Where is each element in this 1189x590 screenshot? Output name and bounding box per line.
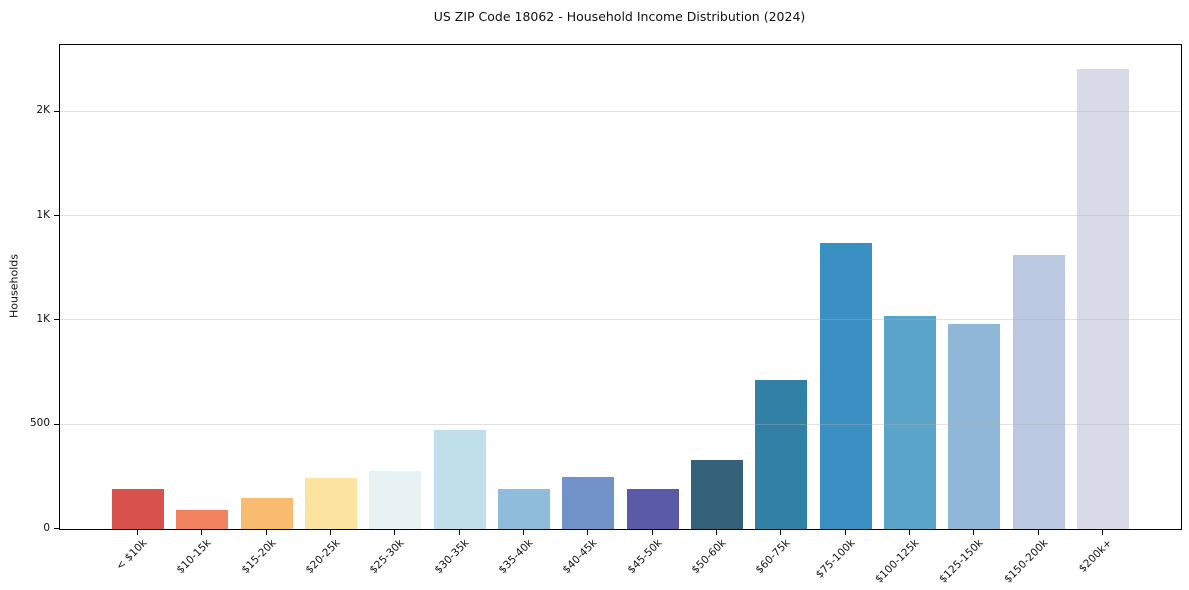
x-tick-label: $100-125k <box>872 537 922 586</box>
y-tick-mark <box>54 110 59 112</box>
y-tick-label: 500 <box>29 417 50 430</box>
gridline-1000 <box>60 319 1181 321</box>
gridline-2000 <box>60 110 1181 112</box>
x-tick-mark <box>201 530 203 535</box>
y-tick-label: 2K <box>36 104 50 117</box>
bar-< $10k <box>112 489 165 529</box>
y-tick-label: 1K <box>36 208 50 221</box>
x-tick-mark <box>651 530 653 535</box>
x-tick-mark <box>394 530 396 535</box>
gridline-500 <box>60 423 1181 425</box>
y-axis-title: Households <box>7 254 21 318</box>
x-tick-mark <box>780 530 782 535</box>
bar-$200k+ <box>1076 69 1129 529</box>
y-tick-label: 1K <box>36 312 50 325</box>
grid-layer <box>60 45 1181 529</box>
x-tick-label: $150-200k <box>1001 537 1051 586</box>
y-tick-mark <box>54 215 59 217</box>
x-tick-mark <box>844 530 846 535</box>
x-tick-mark <box>523 530 525 535</box>
x-tick-mark <box>1037 530 1039 535</box>
x-tick-label: $10-15k <box>174 537 214 577</box>
x-tick-mark <box>1101 530 1103 535</box>
bar-$30-35k <box>433 429 486 529</box>
bar-$10-15k <box>176 510 229 529</box>
bar-$50-60k <box>690 460 743 529</box>
x-tick-mark <box>587 530 589 535</box>
x-tick-label: $40-45k <box>560 537 600 577</box>
bar-$20-25k <box>305 477 358 529</box>
chart-title: US ZIP Code 18062 - Household Income Dis… <box>433 9 806 24</box>
x-tick-label: $50-60k <box>689 537 729 577</box>
bar-$60-75k <box>755 379 808 529</box>
bars-layer <box>60 45 1181 529</box>
x-tick-mark <box>908 530 910 535</box>
x-tick-label: $45-50k <box>625 537 665 577</box>
x-tick-label: $200k+ <box>1076 537 1115 575</box>
x-tick-mark <box>458 530 460 535</box>
bar-$40-45k <box>562 476 615 529</box>
x-tick-label: $20-25k <box>303 537 343 577</box>
y-tick-label: 0 <box>43 521 50 534</box>
bar-$15-20k <box>240 497 293 529</box>
x-tick-mark <box>265 530 267 535</box>
x-tick-mark <box>330 530 332 535</box>
bar-$125-150k <box>948 323 1001 529</box>
bar-$100-125k <box>883 316 936 529</box>
y-tick-mark <box>54 423 59 425</box>
x-tick-label: < $10k <box>114 537 150 573</box>
bar-$45-50k <box>626 489 679 529</box>
x-tick-mark <box>973 530 975 535</box>
plot-area <box>59 44 1182 530</box>
bar-$25-30k <box>369 470 422 529</box>
x-tick-label: $15-20k <box>239 537 279 577</box>
bar-$35-40k <box>498 489 551 529</box>
x-tick-mark <box>715 530 717 535</box>
y-tick-mark <box>54 528 59 529</box>
x-tick-mark <box>137 530 139 535</box>
gridline-1500 <box>60 215 1181 217</box>
y-tick-mark <box>54 319 59 321</box>
x-tick-label: $125-150k <box>937 537 986 586</box>
x-tick-label: $25-30k <box>367 537 407 577</box>
bar-$150-200k <box>1012 254 1065 529</box>
bar-$75-100k <box>819 243 872 529</box>
x-tick-label: $75-100k <box>813 537 858 581</box>
x-tick-label: $60-75k <box>753 537 793 577</box>
x-tick-label: $35-40k <box>496 537 536 577</box>
x-tick-label: $30-35k <box>432 537 472 577</box>
